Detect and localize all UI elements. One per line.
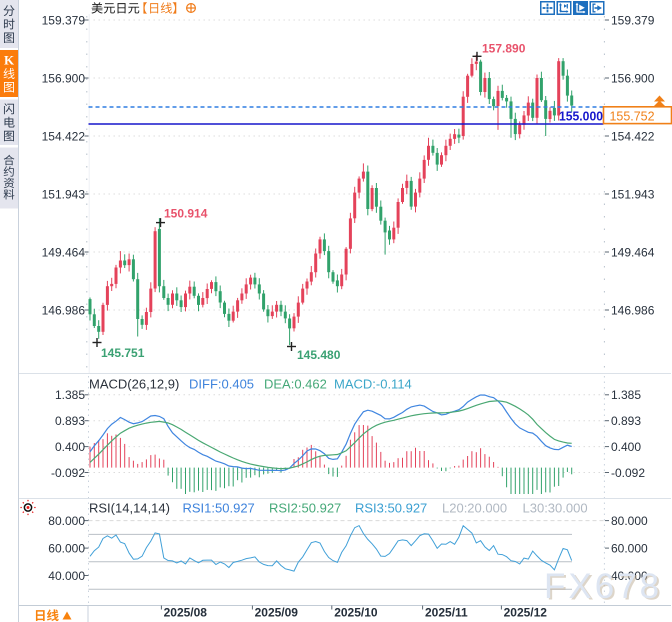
svg-text:K: K bbox=[4, 53, 15, 68]
svg-text:2025/10: 2025/10 bbox=[334, 606, 378, 620]
svg-text:40.000: 40.000 bbox=[48, 569, 85, 583]
svg-text:146.986: 146.986 bbox=[42, 303, 86, 317]
svg-text:40.000: 40.000 bbox=[611, 569, 648, 583]
svg-text:145.480: 145.480 bbox=[297, 348, 341, 362]
svg-text:156.900: 156.900 bbox=[42, 71, 86, 85]
svg-text:FX678: FX678 bbox=[544, 567, 662, 606]
svg-text:159.379: 159.379 bbox=[42, 13, 86, 27]
svg-text:146.986: 146.986 bbox=[611, 303, 655, 317]
svg-text:80.000: 80.000 bbox=[611, 514, 648, 528]
svg-text:DEA:0.462: DEA:0.462 bbox=[264, 377, 327, 392]
svg-text:0.893: 0.893 bbox=[611, 414, 641, 428]
svg-text:RSI3:50.927: RSI3:50.927 bbox=[355, 501, 427, 516]
svg-text:154.422: 154.422 bbox=[611, 129, 655, 143]
svg-text:155.752: 155.752 bbox=[610, 108, 655, 123]
svg-text:FX678: FX678 bbox=[546, 569, 664, 608]
svg-text:1.385: 1.385 bbox=[611, 388, 641, 402]
svg-text:159.379: 159.379 bbox=[611, 13, 655, 27]
svg-text:151.943: 151.943 bbox=[42, 187, 86, 201]
svg-text:80.000: 80.000 bbox=[48, 514, 85, 528]
svg-text:DIFF:0.405: DIFF:0.405 bbox=[189, 377, 254, 392]
svg-text:157.890: 157.890 bbox=[482, 42, 526, 56]
svg-text:0.400: 0.400 bbox=[55, 440, 85, 454]
svg-text:-0.092: -0.092 bbox=[51, 466, 85, 480]
svg-text:0.400: 0.400 bbox=[611, 440, 641, 454]
svg-text:145.751: 145.751 bbox=[101, 346, 145, 360]
svg-text:154.422: 154.422 bbox=[42, 129, 86, 143]
svg-text:L30:30.000: L30:30.000 bbox=[523, 501, 588, 516]
svg-text:149.464: 149.464 bbox=[611, 245, 655, 259]
svg-text:RSI(14,14,14): RSI(14,14,14) bbox=[89, 501, 170, 516]
svg-text:156.900: 156.900 bbox=[611, 71, 655, 85]
svg-text:RSI1:50.927: RSI1:50.927 bbox=[183, 501, 255, 516]
svg-text:149.464: 149.464 bbox=[42, 245, 86, 259]
svg-text:0.893: 0.893 bbox=[55, 414, 85, 428]
svg-text:-0.092: -0.092 bbox=[611, 466, 645, 480]
svg-text:155.000: 155.000 bbox=[559, 109, 603, 124]
svg-text:151.943: 151.943 bbox=[611, 187, 655, 201]
svg-text:2025/11: 2025/11 bbox=[425, 606, 468, 620]
svg-text:150.914: 150.914 bbox=[164, 207, 208, 221]
svg-text:MACD(26,12,9): MACD(26,12,9) bbox=[89, 377, 179, 392]
svg-text:2025/12: 2025/12 bbox=[504, 606, 548, 620]
svg-text:RSI2:50.927: RSI2:50.927 bbox=[269, 501, 341, 516]
svg-text:MACD:-0.114: MACD:-0.114 bbox=[334, 377, 412, 392]
svg-text:L20:20.000: L20:20.000 bbox=[442, 501, 507, 516]
svg-text:60.000: 60.000 bbox=[611, 541, 648, 555]
svg-text:2025/08: 2025/08 bbox=[164, 606, 208, 620]
svg-text:60.000: 60.000 bbox=[48, 541, 85, 555]
svg-text:2025/09: 2025/09 bbox=[255, 606, 299, 620]
svg-text:1.385: 1.385 bbox=[55, 388, 85, 402]
